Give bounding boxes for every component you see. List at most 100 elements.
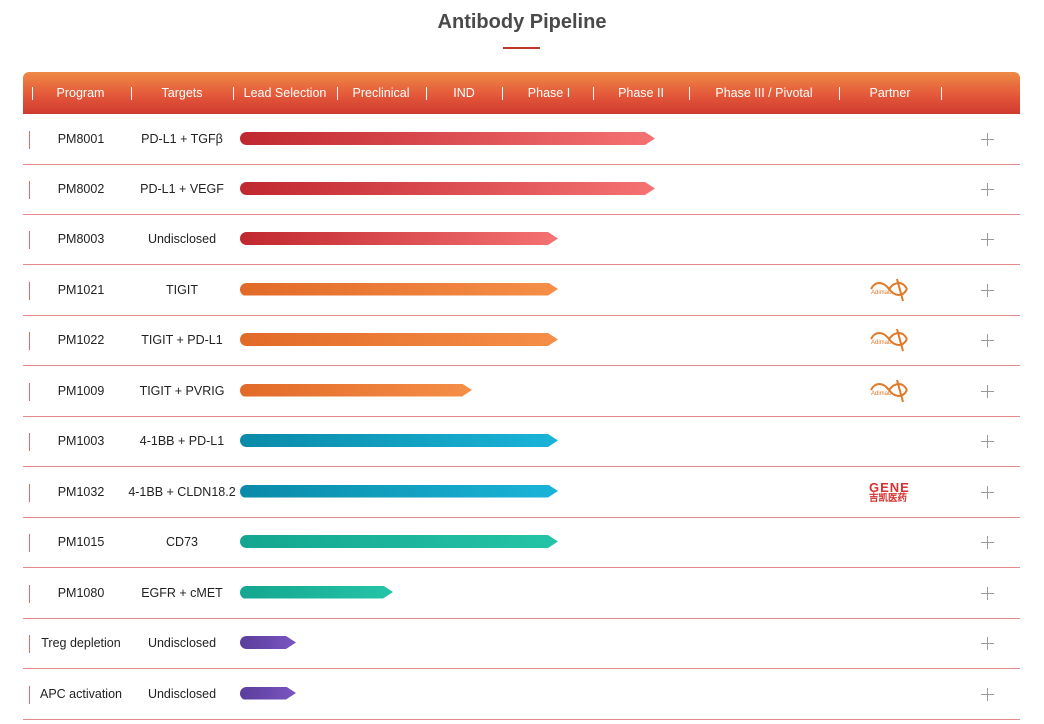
partner-logo-adimab: Adimab (869, 378, 911, 406)
header-ind: IND (453, 86, 475, 100)
expand-plus-icon[interactable] (981, 485, 995, 500)
program-targets: CD73 (166, 535, 198, 549)
table-header: Program Targets Lead Selection Preclinic… (23, 72, 1020, 114)
program-name: PM8001 (57, 132, 105, 146)
program-name: PM1022 (57, 333, 105, 347)
row-marker (29, 685, 30, 704)
header-separator (839, 87, 840, 100)
adimab-logo-mark (870, 278, 908, 301)
header-partner: Partner (869, 86, 911, 100)
table-row: Treg depletion Undisclosed (23, 619, 1020, 669)
program-targets: TIGIT (166, 282, 198, 297)
progress-bar (240, 333, 558, 346)
header-separator (233, 87, 234, 100)
header-preclinical: Preclinical (352, 86, 410, 100)
header-phase-2: Phase II (618, 86, 664, 100)
row-marker (29, 382, 30, 401)
progress-bar (240, 535, 558, 548)
row-marker (29, 332, 30, 350)
progress-bar (240, 182, 655, 195)
table-row: PM1080 EGFR + cMET (23, 568, 1020, 619)
program-name: PM8002 (57, 182, 105, 196)
table-row: PM1022 TIGIT + PD-L1 Adimab (23, 316, 1020, 366)
progress-bar (240, 586, 393, 599)
progress-bar (240, 232, 558, 245)
header-program: Program (56, 86, 105, 100)
expand-plus-icon[interactable] (981, 183, 995, 197)
table-row: PM1032 4-1BB + CLDN18.2 GENE 吉凯医药 (23, 467, 1020, 518)
program-targets: PD-L1 + TGFβ (141, 132, 223, 146)
expand-plus-icon[interactable] (981, 133, 995, 147)
table-row: PM1021 TIGIT Adimab (23, 265, 1020, 316)
row-marker (29, 635, 30, 653)
program-targets: 4-1BB + PD-L1 (139, 434, 225, 448)
header-separator (593, 87, 594, 100)
expand-plus-icon[interactable] (981, 687, 995, 702)
expand-plus-icon[interactable] (981, 435, 995, 449)
header-lead-selection: Lead Selection (243, 86, 327, 100)
progress-bar (240, 283, 558, 296)
expand-plus-icon[interactable] (981, 637, 995, 651)
header-separator (941, 87, 942, 100)
partner-name: Adimab (871, 340, 892, 346)
program-targets: EGFR + cMET (141, 585, 223, 600)
program-targets: TIGIT + PD-L1 (141, 333, 223, 347)
table-row: PM1009 TIGIT + PVRIG Adimab (23, 366, 1020, 417)
expand-plus-icon[interactable] (981, 586, 995, 601)
program-name: PM1021 (57, 282, 105, 297)
program-targets: PD-L1 + VEGF (140, 182, 224, 196)
progress-bar (240, 687, 296, 700)
table-row: APC activation Undisclosed (23, 669, 1020, 720)
program-name: PM1032 (57, 484, 105, 499)
partner-logo-adimab: Adimab (869, 277, 911, 305)
expand-plus-icon[interactable] (981, 283, 995, 298)
title-underline (503, 47, 540, 49)
table-row: PM8003 Undisclosed (23, 215, 1020, 265)
row-marker (29, 433, 30, 451)
row-marker (29, 584, 30, 603)
expand-plus-icon[interactable] (981, 536, 995, 550)
row-marker (29, 483, 30, 502)
partner-name: Adimab (871, 289, 892, 296)
header-separator (131, 87, 132, 100)
header-separator (426, 87, 427, 100)
header-separator (32, 87, 33, 100)
program-targets: 4-1BB + CLDN18.2 (128, 484, 236, 499)
program-targets: Undisclosed (147, 232, 217, 246)
program-targets: Undisclosed (147, 686, 217, 701)
partner-name: GENE (869, 479, 910, 495)
adimab-logo-mark (870, 328, 908, 352)
header-separator (502, 87, 503, 100)
header-targets: Targets (161, 86, 203, 100)
progress-bar (240, 485, 558, 498)
partner-subname: 吉凯医药 (869, 492, 908, 504)
page-title: Antibody Pipeline (437, 11, 607, 33)
row-marker (29, 131, 30, 149)
progress-bar (240, 384, 472, 397)
header-separator (337, 87, 338, 100)
row-marker (29, 181, 30, 199)
program-name: PM8003 (57, 232, 105, 246)
partner-logo-adimab: Adimab (869, 327, 911, 355)
expand-plus-icon[interactable] (981, 384, 995, 399)
program-name: PM1080 (57, 585, 105, 600)
header-separator (689, 87, 690, 100)
program-targets: TIGIT + PVRIG (139, 383, 225, 398)
table-row: PM1015 CD73 (23, 518, 1020, 568)
program-targets: Undisclosed (147, 636, 217, 650)
adimab-logo-mark (870, 379, 908, 402)
partner-name: Adimab (871, 390, 892, 397)
expand-plus-icon[interactable] (981, 233, 995, 247)
header-phase-3: Phase III / Pivotal (715, 86, 813, 100)
partner-logo-gene: GENE 吉凯医药 (869, 481, 919, 507)
program-name: Treg depletion (41, 636, 121, 650)
program-name: APC activation (40, 686, 122, 701)
header-phase-1: Phase I (527, 86, 571, 100)
expand-plus-icon[interactable] (981, 334, 995, 348)
table-row: PM1003 4-1BB + PD-L1 (23, 417, 1020, 467)
table-row: PM8002 PD-L1 + VEGF (23, 165, 1020, 215)
progress-bar (240, 132, 655, 145)
progress-bar (240, 434, 558, 447)
program-name: PM1015 (57, 535, 105, 549)
program-name: PM1009 (57, 383, 105, 398)
